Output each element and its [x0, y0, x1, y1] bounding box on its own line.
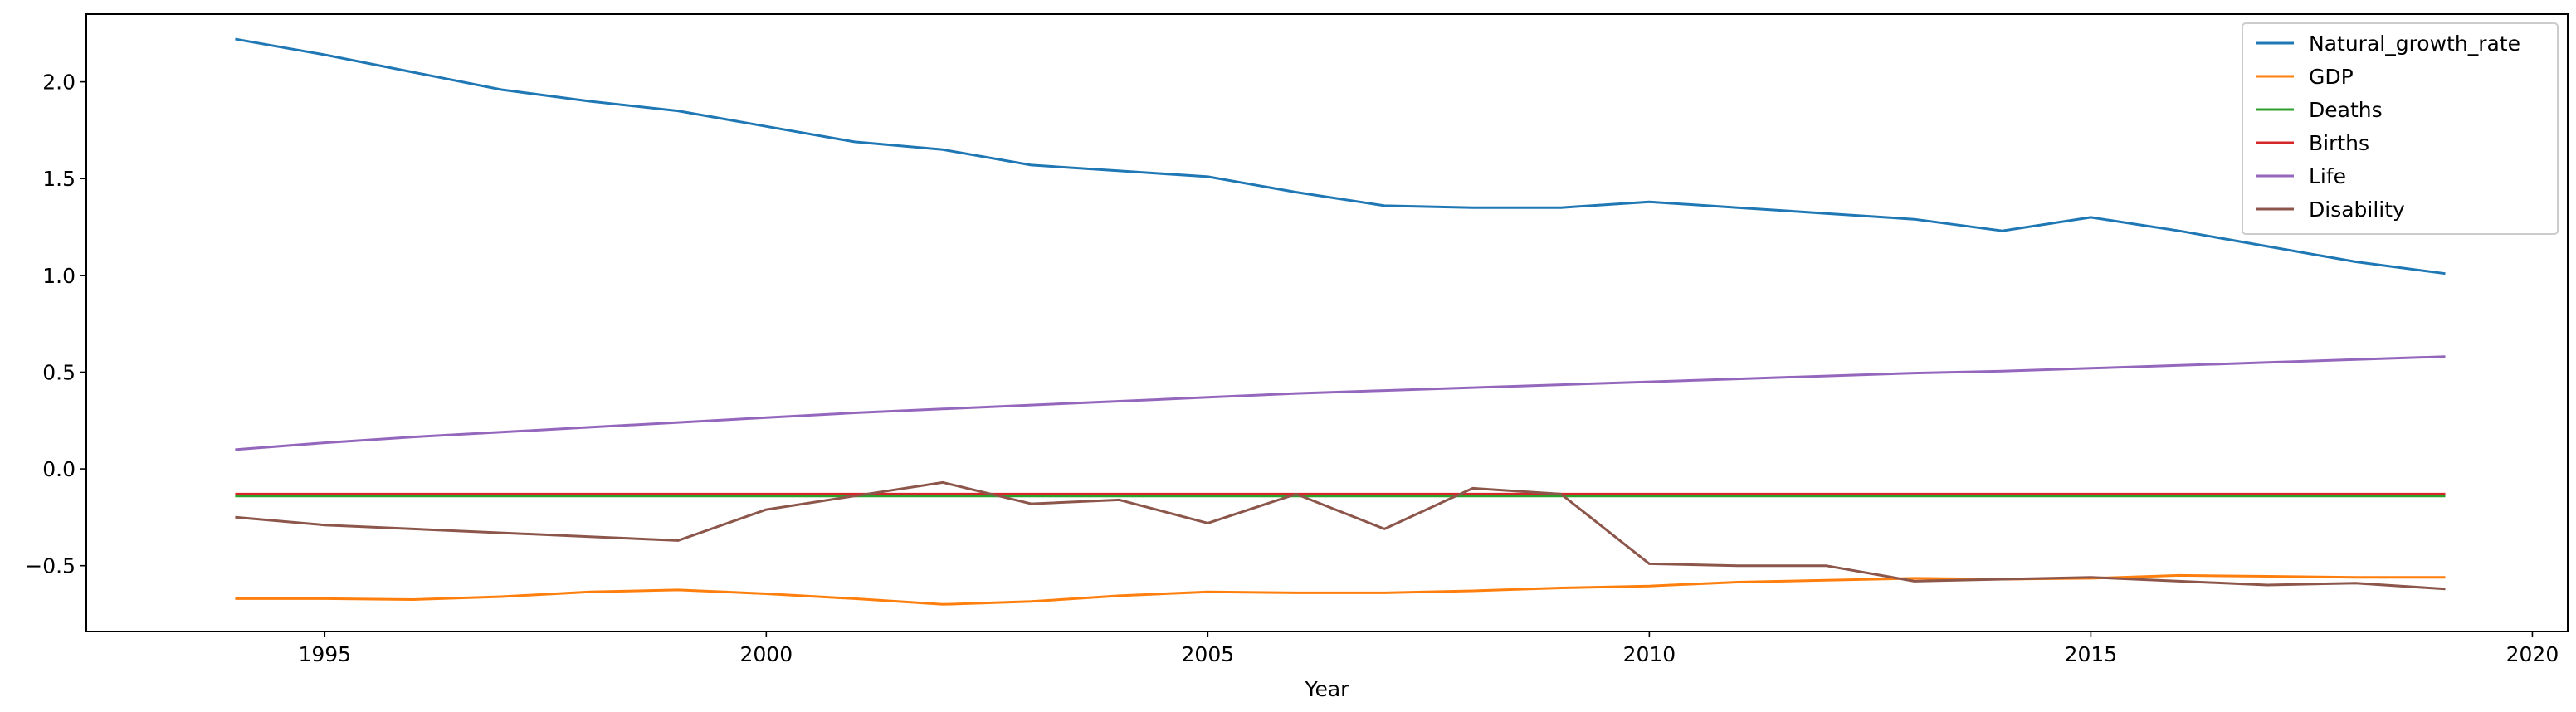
- y-tick-label: 2.0: [42, 71, 76, 95]
- legend: Natural_growth_rate GDP Deaths Births Life Di…: [2242, 22, 2559, 235]
- legend-label: Deaths: [2309, 98, 2383, 122]
- x-tick-label: 2010: [1623, 642, 1676, 666]
- y-tick-label: 0.5: [42, 360, 76, 384]
- x-tick-label: 1995: [298, 642, 351, 666]
- x-axis: 1995 2000 2005 2010 2015 2020: [298, 632, 2559, 666]
- legend-box: [2242, 22, 2559, 235]
- legend-label: Births: [2309, 131, 2369, 155]
- x-tick-label: 2020: [2506, 642, 2559, 666]
- y-tick-label: −0.5: [25, 554, 76, 578]
- y-axis: −0.5 0.0 0.5 1.0 1.5 2.0: [25, 71, 86, 578]
- x-axis-title: Year: [1305, 677, 1350, 701]
- series-line-natural-growth-rate: [235, 37, 2446, 276]
- x-tick-label: 2015: [2065, 642, 2118, 666]
- plot-frame: [85, 13, 2569, 632]
- x-tick-label: 2000: [740, 642, 793, 666]
- series-line-life: [235, 355, 2446, 451]
- y-tick-label: 1.0: [42, 264, 76, 288]
- series-line-disability: [235, 480, 2446, 591]
- y-tick-label: 1.5: [42, 167, 76, 191]
- legend-label: Natural_growth_rate: [2309, 32, 2520, 56]
- series-layer: [235, 37, 2446, 606]
- legend-label: GDP: [2309, 65, 2354, 89]
- y-tick-label: 0.0: [42, 457, 76, 481]
- legend-label: Disability: [2309, 198, 2405, 222]
- legend-label: Life: [2309, 164, 2346, 188]
- x-tick-label: 2005: [1182, 642, 1235, 666]
